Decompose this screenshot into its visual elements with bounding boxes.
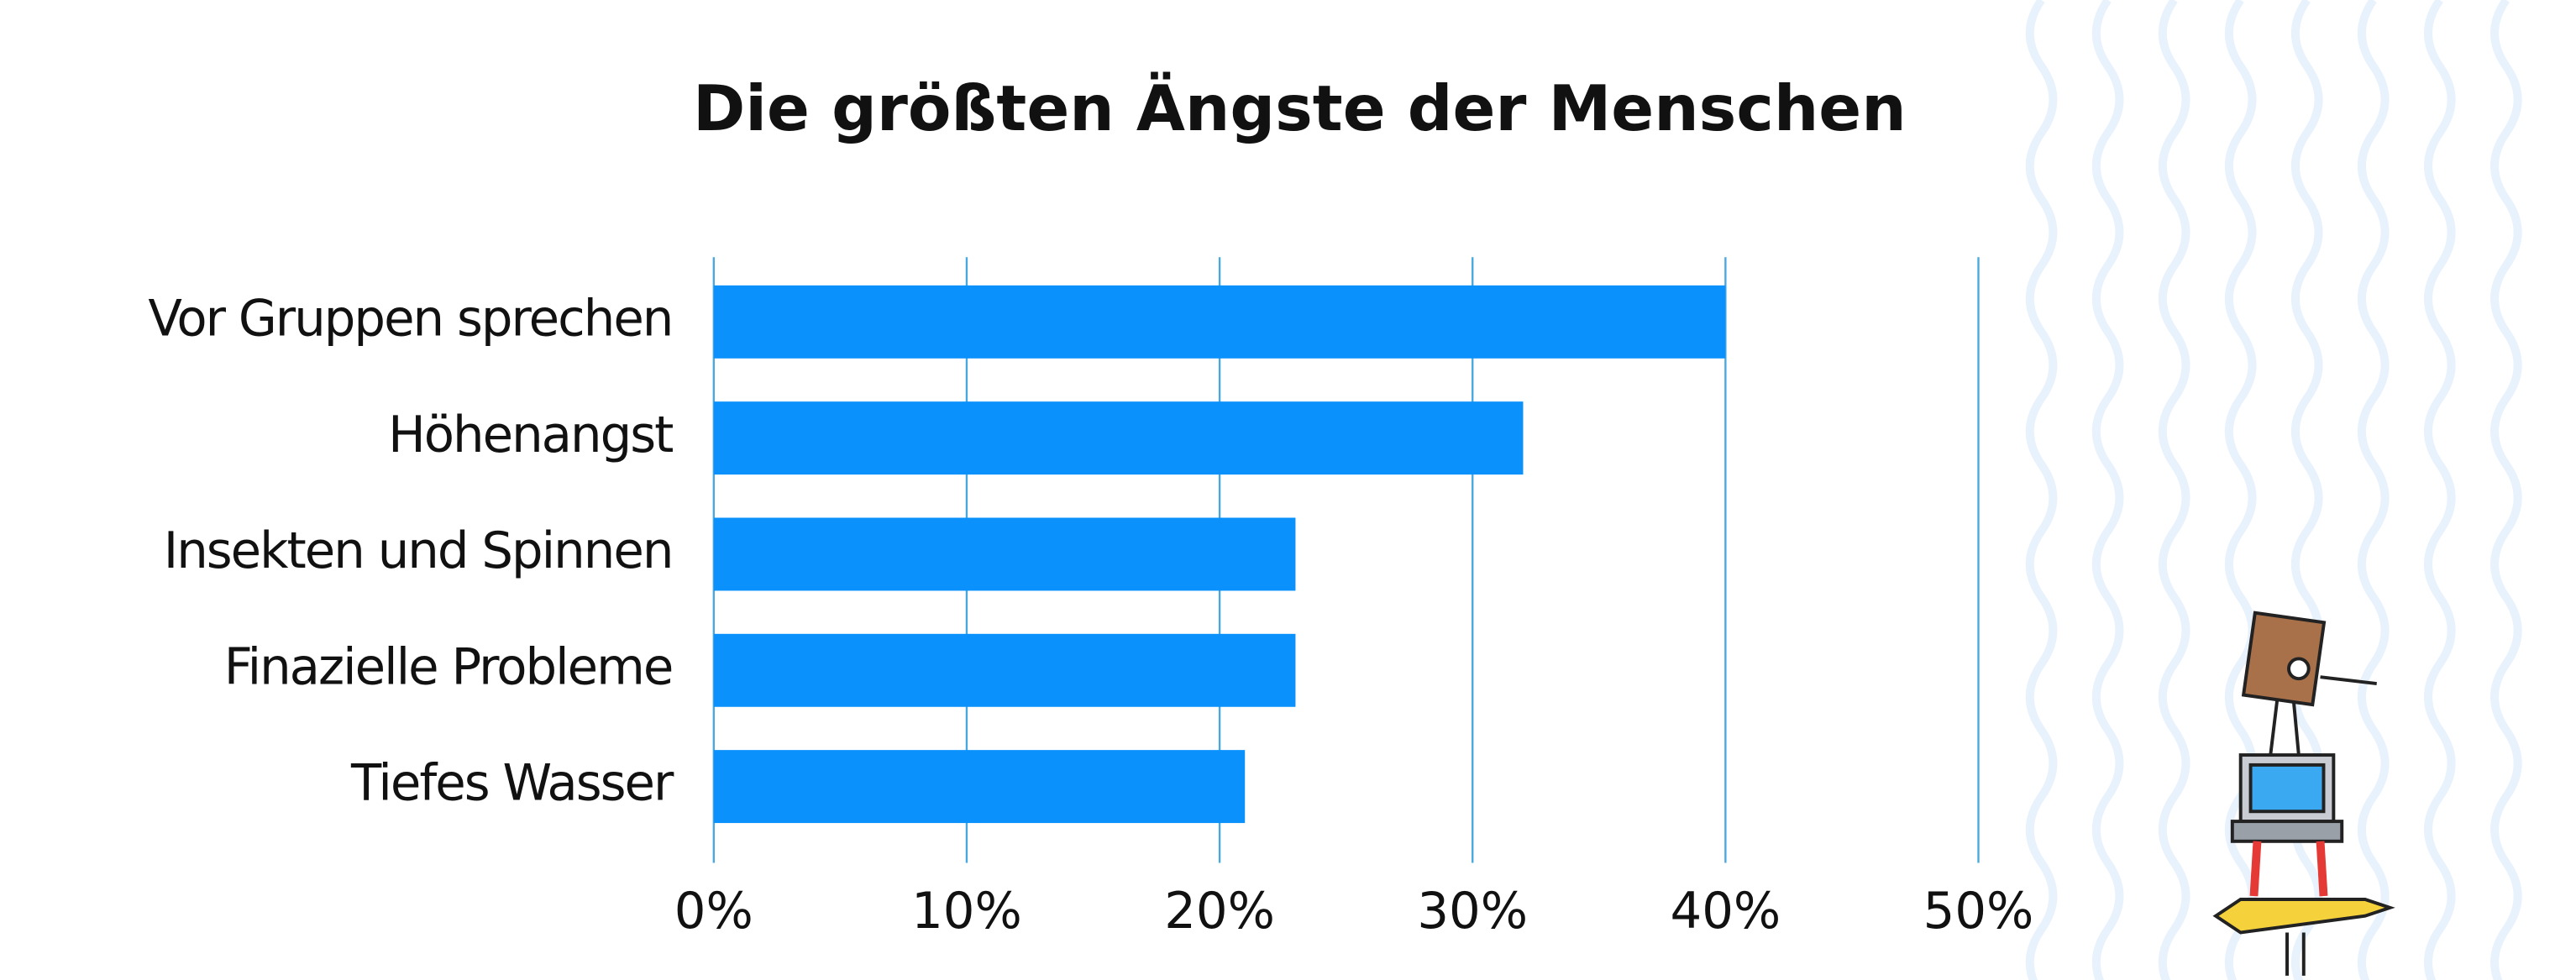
- y-tick-label: Finazielle Probleme: [224, 637, 673, 695]
- y-tick-label: Insekten und Spinnen: [164, 521, 673, 579]
- bar: [713, 401, 1524, 475]
- x-tick-label: 0%: [674, 882, 753, 940]
- y-tick-label: Vor Gruppen sprechen: [148, 289, 672, 347]
- bar: [713, 285, 1726, 359]
- x-tick-label: 50%: [1923, 882, 2034, 940]
- y-tick-label: Höhenangst: [388, 406, 673, 464]
- bar: [713, 633, 1296, 707]
- mascot: [2212, 611, 2395, 976]
- x-tick-label: 20%: [1164, 882, 1275, 940]
- y-tick-label: Tiefes Wasser: [350, 754, 674, 812]
- x-tick-label: 40%: [1670, 882, 1781, 940]
- bar: [713, 517, 1296, 591]
- chart-title: Die größten Ängste der Menschen: [693, 71, 1907, 145]
- plot-area: 0% 10% 20% 30% 40% 50% Vor Gruppen sprechen Höh…: [148, 257, 2033, 940]
- x-tick-label: 30%: [1417, 882, 1528, 940]
- background-waves: [2025, 0, 2522, 980]
- x-tick-label: 10%: [911, 882, 1022, 940]
- bar: [713, 750, 1246, 824]
